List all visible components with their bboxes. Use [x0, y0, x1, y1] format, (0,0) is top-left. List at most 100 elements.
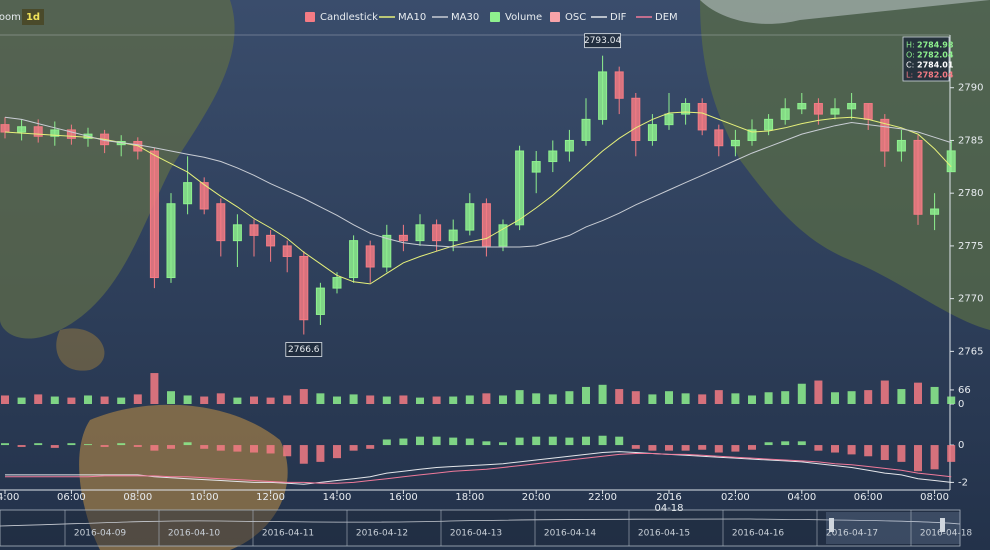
volume-bar: [532, 393, 541, 404]
candle-body: [0, 124, 10, 133]
volume-bar: [84, 395, 92, 404]
osc-bar: [465, 438, 474, 446]
legend-label[interactable]: DIF: [610, 12, 627, 23]
x-tick-label: 06:00: [56, 492, 86, 503]
osc-bar: [316, 445, 325, 462]
volume-bar: [864, 390, 873, 404]
candle-body: [465, 203, 475, 231]
osc-bar: [50, 445, 59, 448]
candle-body: [946, 150, 956, 173]
x-tick-label: 20:00: [521, 492, 551, 503]
x-tick-label: 04:00: [0, 492, 20, 503]
candle-body: [647, 124, 657, 141]
osc-bar: [432, 436, 441, 446]
y-tick-label: 2775: [958, 241, 983, 252]
candle-body: [847, 103, 857, 110]
volume-bar: [947, 396, 956, 404]
zoom-date-label: 2016-04-09: [74, 529, 127, 539]
osc-bar: [34, 443, 43, 446]
x-tick-label: 06:00: [853, 492, 883, 503]
osc-bar: [233, 445, 242, 452]
candle-body: [614, 71, 624, 99]
candle-body: [432, 224, 442, 242]
line-dem: [5, 453, 952, 484]
legend-label[interactable]: MA30: [451, 12, 479, 23]
legend-label[interactable]: MA10: [398, 12, 426, 23]
period-button[interactable]: [22, 9, 44, 25]
volume-bar: [764, 392, 773, 404]
legend-label[interactable]: DEM: [655, 12, 678, 23]
osc-bar: [333, 445, 341, 459]
osc-bar: [731, 445, 740, 452]
osc-bar: [216, 445, 225, 451]
tooltip-key: L:: [906, 71, 913, 80]
zoom-handle[interactable]: [940, 518, 945, 532]
candle-body: [764, 118, 774, 131]
osc-bar: [797, 441, 806, 446]
tooltip: [902, 36, 950, 82]
osc-bar: [150, 445, 159, 451]
candle-body: [50, 129, 60, 137]
osc-bar: [299, 445, 308, 464]
x-tick-label: 08:00: [123, 492, 153, 503]
zoom-slider[interactable]: [0, 509, 961, 547]
candle-body: [813, 103, 823, 115]
volume-bar: [748, 395, 756, 404]
candle-body: [33, 126, 43, 137]
volume-bar: [349, 394, 358, 404]
volume-bar: [831, 392, 839, 404]
zoom-handle[interactable]: [829, 518, 834, 532]
y-tick-label: 2770: [958, 294, 983, 305]
volume-bar: [465, 395, 474, 404]
zoom-window[interactable]: [826, 512, 960, 544]
candle-body: [913, 139, 923, 215]
legend-label[interactable]: Volume: [505, 12, 542, 23]
volume-bar: [648, 394, 657, 404]
volume-bar: [34, 394, 43, 404]
volume-bar: [333, 396, 341, 404]
osc-bar: [167, 445, 175, 449]
legend-swatch: [550, 12, 560, 22]
zoom-date-label: 2016-04-18: [920, 529, 973, 539]
volume-bar: [515, 390, 524, 404]
tooltip-key: C:: [906, 61, 914, 70]
x-tick-label: 22:00: [588, 492, 617, 503]
volume-bar: [565, 391, 574, 404]
osc-bar: [482, 441, 491, 446]
y-tick-label: 2785: [958, 135, 983, 146]
marker-label: 2766.6: [288, 345, 320, 355]
y-tick-label: 0: [958, 440, 964, 451]
legend-label[interactable]: Candlestick: [320, 12, 378, 23]
marker-box: [584, 33, 621, 49]
x-tick-label: 14:00: [322, 492, 352, 503]
y-tick-label: -2: [958, 477, 968, 488]
osc-bar: [947, 445, 956, 462]
candle-body: [282, 245, 292, 257]
volume-bar: [67, 397, 76, 404]
zoom-date-label: 2016-04-10: [168, 529, 221, 539]
osc-bar: [781, 441, 790, 446]
period-label[interactable]: 1d: [26, 12, 40, 23]
osc-bar: [200, 445, 209, 449]
osc-bar: [930, 445, 939, 470]
volume-bar: [914, 382, 922, 404]
y-tick-label: 2790: [958, 83, 983, 94]
toolbox-zoom[interactable]: Zoom: [0, 12, 21, 23]
land: [56, 328, 105, 371]
zoom-date-label: 2016-04-17: [826, 529, 878, 539]
legend-swatch: [490, 12, 500, 22]
osc-bar: [748, 445, 756, 450]
osc-bar: [598, 435, 607, 446]
volume-bar: [366, 395, 375, 404]
candle-body: [863, 103, 873, 120]
candle-body: [714, 129, 724, 147]
volume-bar: [449, 396, 458, 404]
osc-bar: [183, 442, 192, 446]
osc-bar: [100, 445, 109, 447]
candle-body: [681, 103, 691, 115]
candle-body: [481, 203, 491, 247]
legend-label[interactable]: OSC: [565, 12, 586, 23]
candle-body: [448, 229, 458, 242]
candle-body: [498, 224, 508, 247]
zoom-date-label: 2016-04-15: [638, 529, 690, 539]
